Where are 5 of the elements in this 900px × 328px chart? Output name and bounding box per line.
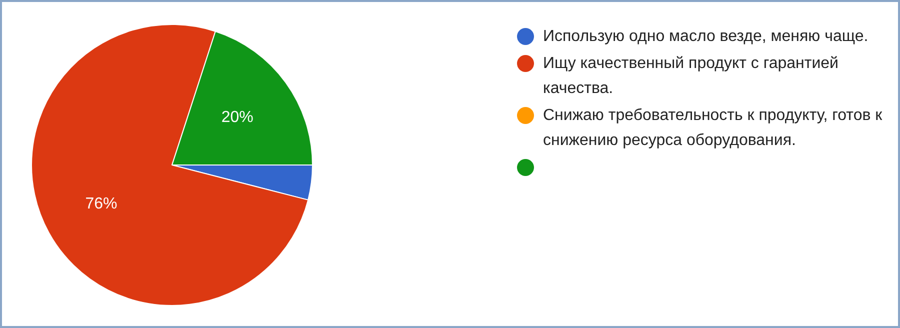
- data-label: 20%: [221, 108, 254, 126]
- data-label: 76%: [85, 195, 118, 212]
- legend-label: Снижаю требовательность к продукту, готов к снижению ресурса оборудования.: [543, 106, 884, 151]
- legend-label: Ищу качественный продукт с гарантией качества.: [543, 54, 840, 99]
- legend-label: Использую одно масло везде, меняю чаще.: [543, 27, 868, 47]
